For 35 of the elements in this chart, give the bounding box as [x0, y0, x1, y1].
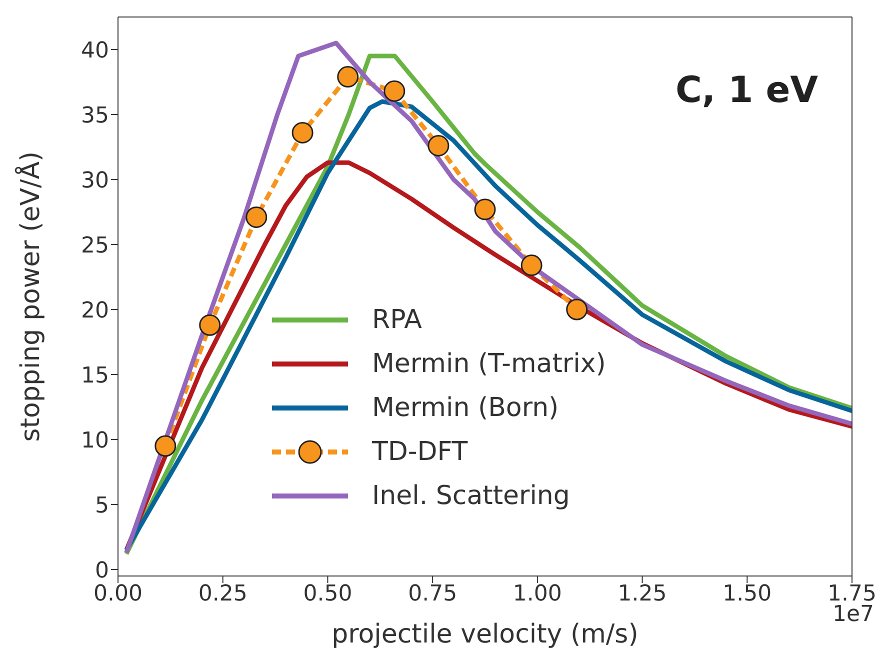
- text: 1e7: [832, 602, 874, 627]
- x-tick-label: 1.50: [722, 582, 772, 607]
- x-tick-label: 1.25: [618, 582, 667, 607]
- y-tick-label: 10: [81, 428, 109, 454]
- legend-label: Inel. Scattering: [372, 481, 570, 511]
- point: [337, 66, 359, 88]
- x-axis-title: projectile velocity (m/s): [332, 619, 638, 650]
- y-tick-label: 5: [95, 493, 109, 518]
- legend-label: RPA: [372, 305, 422, 335]
- legend-label: Mermin (T-matrix): [372, 349, 606, 379]
- y-axis-title: stopping power (eV/Å): [14, 151, 46, 442]
- point: [428, 134, 450, 156]
- y-tick-label: 0: [95, 558, 109, 584]
- y-tick-label: 35: [81, 103, 109, 128]
- point: [199, 314, 221, 336]
- point: [384, 80, 406, 102]
- point: [246, 206, 268, 228]
- x-tick-label: 0.75: [408, 582, 458, 607]
- y-tick-label: 25: [81, 233, 109, 258]
- x-tick-label: 1.00: [512, 582, 562, 607]
- point: [520, 254, 542, 276]
- y-tick-label: 20: [81, 298, 109, 324]
- point: [292, 122, 314, 144]
- point: [474, 198, 496, 220]
- x-tick-label: 0.50: [303, 582, 352, 607]
- legend-label: TD-DFT: [372, 437, 468, 467]
- point: [566, 298, 588, 320]
- x-tick-label: 0.00: [94, 582, 142, 607]
- x-tick-label: 0.25: [198, 582, 248, 607]
- y-tick-label: 30: [81, 168, 109, 194]
- y-tick-label: 40: [81, 38, 109, 64]
- point: [154, 435, 176, 457]
- legend-label: Mermin (Born): [372, 393, 559, 423]
- y-tick-label: 15: [81, 363, 109, 388]
- text: C, 1 eV: [676, 70, 818, 111]
